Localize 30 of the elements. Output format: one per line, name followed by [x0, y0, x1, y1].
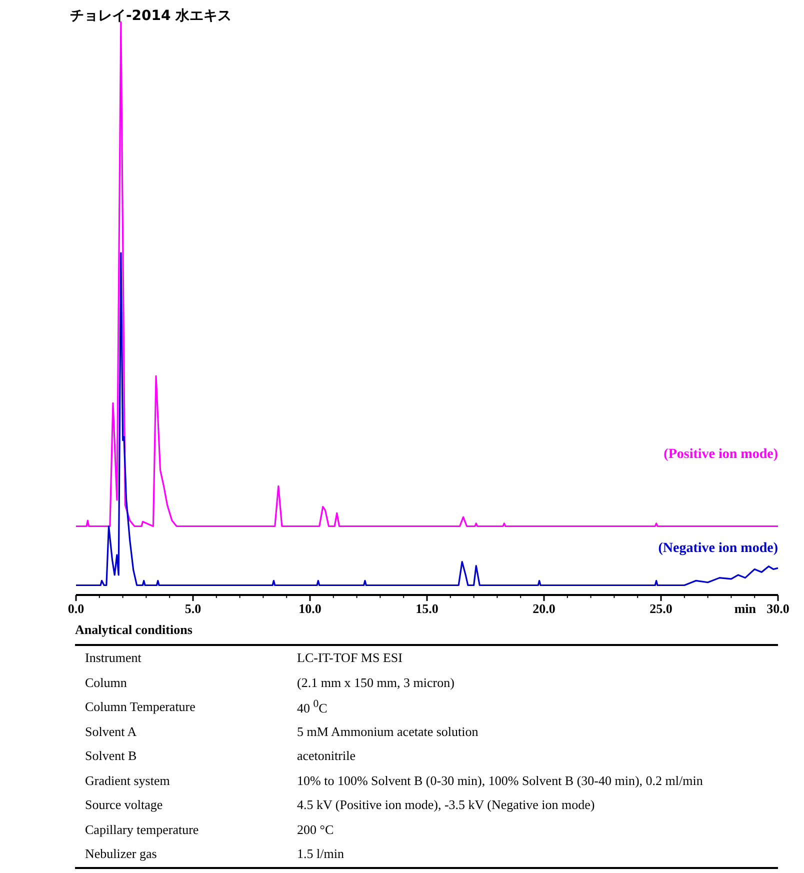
text: Column Temperature	[84, 698, 196, 716]
chart-title: チョレイ-2014 水エキス	[70, 8, 232, 24]
text: Solvent B	[84, 747, 138, 766]
x-tick-label: 5.0	[184, 601, 202, 616]
text: 200 °C	[296, 820, 335, 839]
text: 10% to 100% Solvent B (0-30 min), 100% Solvent B (30-40 min), 0.2 ml/min	[296, 772, 704, 790]
text: (2.1 mm x 150 mm, 3 micron)	[296, 674, 456, 692]
source-note: Source voltage	[84, 796, 164, 814]
x-tick-label: 0.0	[68, 601, 84, 616]
series-label: (Negative ion mode)	[658, 541, 778, 556]
text: acetonitrile	[296, 747, 356, 766]
text: LC-IT-TOF MS ESI	[296, 649, 404, 668]
text: Instrument	[84, 649, 142, 668]
text: Capillary temperature	[84, 820, 200, 839]
text: Analytical conditions	[75, 622, 194, 639]
text: Column	[84, 674, 128, 692]
x-tick-label: 20.0	[532, 601, 556, 616]
x-axis-title: min	[734, 601, 757, 616]
x-tick-label: 25.0	[650, 601, 672, 616]
text: Gradient system	[84, 772, 171, 790]
text: (Positive ion mode)	[664, 447, 778, 462]
text: Solvent A	[84, 722, 138, 741]
text: Nebulizer gas	[84, 845, 158, 864]
text: 4.5 kV (Positive ion mode), -3.5 kV (Negative ion mode)	[296, 796, 596, 814]
text: 5 mM Ammonium acetate solution	[296, 722, 480, 741]
x-tick-label: 30.0	[766, 601, 790, 616]
x-tick-label: 15.0	[416, 601, 438, 616]
text: 1.5 l/min	[296, 845, 345, 864]
x-tick-label: 10.0	[298, 601, 322, 616]
text: 40 $^{0}$C	[296, 697, 328, 718]
